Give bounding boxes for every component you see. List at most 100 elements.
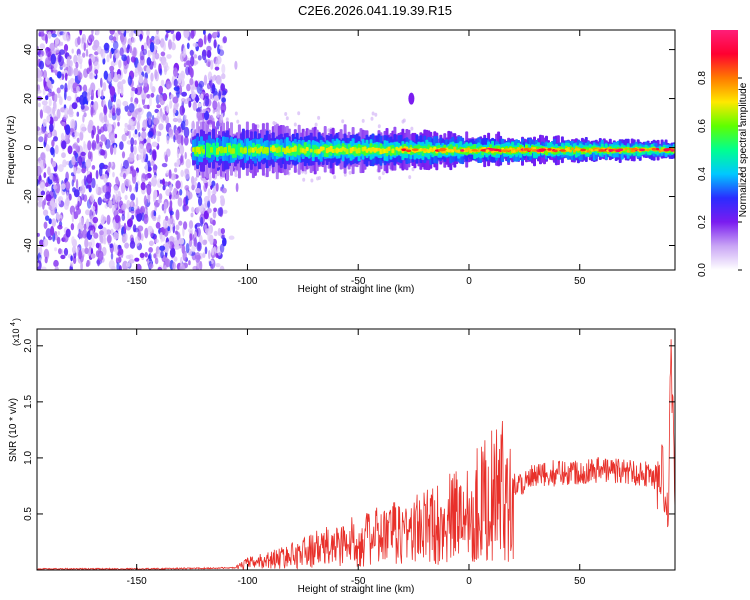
heatmap-cell	[314, 122, 318, 127]
heatmap-cell	[132, 224, 137, 233]
svg-text:): )	[11, 318, 21, 321]
heatmap-cell	[58, 164, 64, 173]
x-tick-label: 0	[466, 276, 472, 287]
heatmap-cell	[158, 85, 163, 95]
heatmap-cell	[144, 227, 149, 239]
heatmap-cell	[76, 85, 80, 93]
heatmap-cell	[196, 241, 202, 252]
heatmap-cell	[119, 47, 124, 57]
heatmap-cell	[128, 254, 134, 260]
heatmap-cell	[219, 115, 223, 120]
heatmap-cell	[523, 148, 529, 151]
heatmap-cell	[45, 144, 50, 152]
heatmap-cell	[43, 159, 46, 167]
heatmap-cell	[63, 247, 69, 256]
heatmap-cell	[234, 173, 238, 178]
snr-y-ticks: 0.5 1.0 1.5 2.0	[23, 338, 675, 521]
heatmap-cell	[215, 182, 219, 192]
heatmap-cell	[155, 222, 161, 229]
heatmap-cell	[153, 35, 160, 45]
colorbar-tick-label: 0.4	[697, 167, 708, 181]
heatmap-cell	[176, 163, 179, 168]
heatmap-cell	[212, 219, 216, 226]
heatmap-cell	[208, 261, 212, 267]
heatmap-cell	[180, 97, 186, 103]
heatmap-cell	[410, 126, 414, 131]
heatmap-cell	[175, 129, 180, 136]
heatmap-cell	[110, 96, 115, 103]
heatmap-cell	[206, 82, 211, 90]
heatmap-cell	[95, 169, 99, 180]
heatmap-cell	[97, 250, 104, 262]
heatmap-cell	[37, 165, 42, 177]
heatmap-cell	[134, 257, 140, 262]
heatmap-cell	[108, 161, 112, 169]
heatmap-cell	[129, 240, 136, 249]
heatmap-cell	[202, 252, 206, 258]
heatmap-cell	[169, 247, 176, 258]
heatmap-cell	[626, 150, 630, 153]
heatmap-cell	[51, 139, 55, 148]
heatmap-cell	[164, 201, 168, 210]
heatmap-cell	[147, 225, 153, 232]
heatmap-cell	[212, 210, 217, 219]
heatmap-cell	[66, 56, 71, 68]
heatmap-cell	[148, 247, 154, 253]
heatmap-cell	[175, 209, 180, 221]
heatmap-cell	[206, 207, 212, 214]
heatmap-cell	[54, 93, 58, 103]
heatmap-cell	[204, 246, 208, 255]
heatmap-cell	[39, 60, 44, 70]
heatmap-cell	[137, 62, 142, 72]
heatmap-cell	[90, 107, 93, 116]
heatmap-cell	[91, 165, 96, 170]
heatmap-cell	[45, 215, 50, 221]
heatmap-cell	[73, 150, 77, 156]
heatmap-cell	[150, 35, 155, 41]
heatmap-cell	[175, 230, 178, 235]
heatmap-cell	[182, 250, 187, 262]
heatmap-cell	[75, 61, 79, 69]
snr-x-ticks: -150 -100 -50 0 50	[127, 329, 586, 587]
heatmap-cell	[103, 173, 108, 184]
heatmap-cell	[205, 59, 212, 67]
heatmap-cell	[87, 151, 92, 160]
y-tick-label: 1.0	[23, 451, 34, 465]
heatmap-cell	[599, 149, 606, 152]
heatmap-cell	[133, 145, 137, 155]
heatmap-cell	[234, 111, 238, 116]
heatmap-cell	[663, 148, 672, 151]
heatmap-cell	[91, 30, 94, 36]
heatmap-cell	[203, 34, 207, 45]
heatmap-cell	[165, 258, 171, 268]
heatmap-cell	[45, 182, 49, 188]
heatmap-cell	[143, 42, 148, 51]
heatmap-cell	[213, 207, 218, 212]
heatmap-cell	[222, 187, 227, 194]
heatmap-cell	[203, 30, 206, 35]
heatmap-cell	[45, 47, 52, 58]
heatmap-cell	[112, 104, 116, 113]
heatmap-cell	[176, 89, 180, 98]
heatmap-cell	[62, 31, 68, 41]
heatmap-cell	[106, 234, 112, 244]
heatmap-cell	[118, 59, 122, 69]
heatmap-cell	[169, 100, 173, 109]
heatmap-cell	[158, 193, 163, 201]
heatmap-cell	[150, 92, 155, 98]
heatmap-cell	[116, 98, 122, 109]
heatmap-cell	[58, 55, 64, 67]
heatmap-cell	[50, 146, 55, 156]
heatmap-cell	[194, 231, 197, 239]
heatmap-cell	[511, 147, 515, 151]
heatmap-cell	[307, 144, 311, 156]
heatmap-cell	[115, 244, 119, 256]
heatmap-cell	[632, 149, 636, 153]
heatmap-cell	[159, 38, 165, 48]
heatmap-cell	[66, 95, 72, 102]
heatmap-cell	[121, 54, 128, 62]
heatmap-cell	[93, 101, 99, 111]
heatmap-cell	[139, 33, 143, 42]
heatmap-cell	[127, 44, 130, 50]
heatmap-cell	[84, 237, 89, 249]
